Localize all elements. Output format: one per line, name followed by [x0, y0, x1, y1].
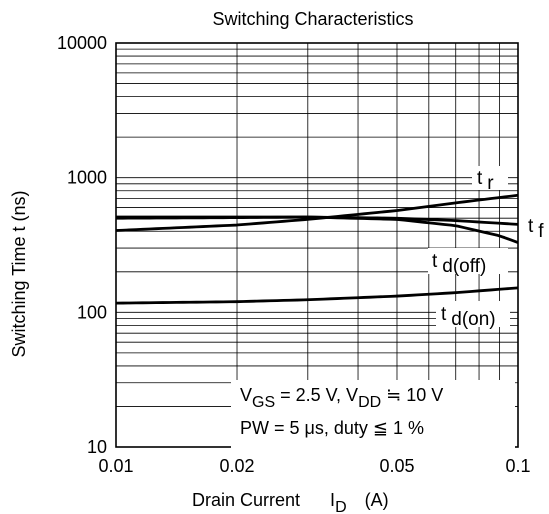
- label-mask: [472, 166, 508, 190]
- x-axis-label-symbol: I: [330, 490, 335, 510]
- conditions-line-1: VGS = 2.5 V, VDD ≒ 10 V: [240, 385, 443, 411]
- y-tick-label: 1000: [67, 168, 107, 188]
- y-tick-label: 10000: [57, 33, 107, 53]
- series-label-sub: d(on): [451, 309, 495, 330]
- label-mask: [436, 301, 510, 327]
- conditions-box: [231, 380, 515, 448]
- y-tick-label: 10: [87, 437, 107, 457]
- series-label-main: t: [441, 304, 447, 325]
- series-label-main: t: [528, 216, 534, 237]
- grid: [116, 43, 518, 447]
- label-mask: [428, 248, 508, 274]
- y-tick-labels: 10 100 1000 10000: [57, 33, 107, 457]
- y-tick-label: 100: [77, 302, 107, 322]
- series-label-main: t: [432, 251, 438, 272]
- series-label-td(off): t d(off): [432, 251, 486, 277]
- x-axis-label-main: Drain Current: [192, 490, 300, 510]
- series-line-td(on): [115, 286, 519, 305]
- conditions-line-2: PW = 5 μs, duty ≦ 1 %: [240, 418, 424, 438]
- series-line-td(off): [116, 215, 519, 244]
- series-label-main: t: [477, 168, 483, 189]
- y-axis-label: Switching Time t (ns): [9, 190, 29, 357]
- series-label-sub: d(off): [442, 256, 486, 277]
- x-tick-labels: 0.01 0.02 0.05 0.1: [98, 456, 530, 476]
- series-label-sub: f: [538, 221, 544, 242]
- curve-labels: t rt ft d(off)t d(on): [432, 168, 544, 330]
- x-axis-label-subscript: D: [335, 499, 347, 514]
- x-tick-label: 0.01: [98, 456, 133, 476]
- x-tick-label: 0.1: [505, 456, 530, 476]
- vgs-subscript: GS: [252, 394, 275, 411]
- vgs-symbol: V: [240, 385, 252, 405]
- x-tick-label: 0.05: [379, 456, 414, 476]
- curves: [115, 193, 519, 305]
- x-tick-label: 0.02: [219, 456, 254, 476]
- vdd-value: ≒ 10 V: [381, 385, 443, 405]
- series-label-td(on): t d(on): [441, 304, 496, 330]
- x-axis-label: Drain Current ID (A): [192, 490, 389, 514]
- label-masks: [428, 166, 510, 327]
- chart-title: Switching Characteristics: [212, 9, 413, 29]
- series-label-sub: r: [487, 173, 494, 194]
- x-axis-label-unit: (A): [365, 490, 389, 510]
- vdd-subscript: DD: [358, 394, 381, 411]
- vgs-value: = 2.5 V,: [275, 385, 346, 405]
- vdd-symbol: V: [346, 385, 358, 405]
